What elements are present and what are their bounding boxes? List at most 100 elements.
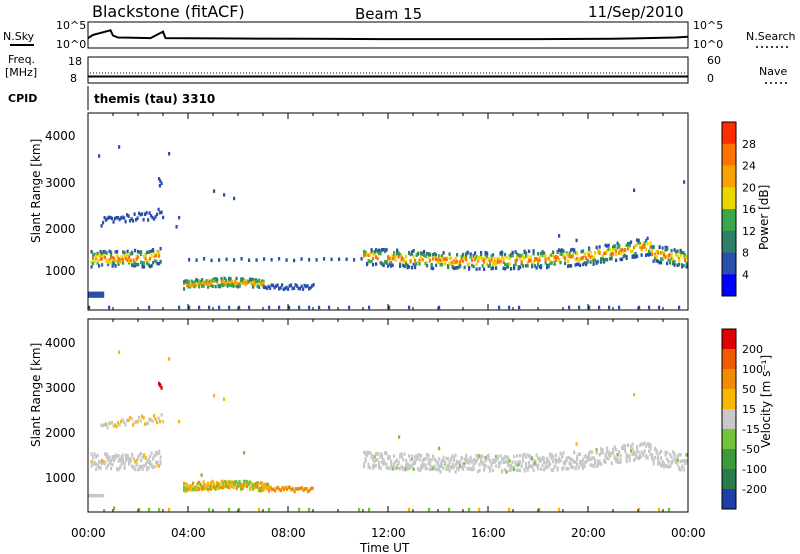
range-cell [387,466,390,470]
range-cell [246,479,249,484]
range-cell [152,465,155,470]
range-cell [612,252,615,256]
x-tick-label: 16:00 [471,526,506,540]
range-cell [549,259,552,263]
range-cell [638,507,641,512]
range-cell [88,294,91,298]
range-cell [108,260,111,264]
range-cell [667,253,670,258]
range-cell [412,262,415,267]
range-cell [507,456,510,460]
range-cell [102,220,105,225]
range-cell [235,480,238,484]
range-cell [105,466,108,470]
range-cell [108,215,111,220]
range-cell [118,350,121,354]
range-cell [619,460,622,464]
range-cell [213,277,216,282]
range-cell [638,305,641,310]
range-cell [483,267,486,271]
range-cell [442,466,445,470]
colorbar-tick-label: -15 [742,423,760,436]
range-cell [630,240,633,244]
range-cell [155,460,158,465]
range-cell [247,481,250,486]
range-cell [358,507,361,512]
range-cell [642,244,645,248]
range-cell [591,463,594,468]
range-cell [201,486,204,491]
range-cell [402,467,405,471]
range-cell [433,457,436,462]
range-cell [183,287,186,291]
range-cell [441,254,444,258]
range-cell [228,282,231,287]
range-cell [112,424,115,428]
range-cell [132,258,135,262]
range-cell [111,255,114,260]
colorbar-tick-label: 100 [742,363,763,376]
range-cell [435,467,438,471]
range-cell [142,218,145,222]
range-cell [178,419,181,424]
range-cell [119,258,122,262]
range-cell [217,486,220,491]
range-cell [505,455,508,459]
range-cell [152,456,155,461]
range-cell [508,262,511,266]
range-cell [195,258,198,262]
range-cell [375,248,378,252]
range-cell [517,460,520,464]
range-cell [238,507,241,512]
range-cell [228,482,231,487]
range-cell [597,259,600,264]
colorbar-swatch [722,469,736,490]
range-cell [540,458,543,463]
range-cell [150,451,153,456]
range-cell [368,305,371,310]
range-cell [516,254,519,259]
range-cell [384,260,387,264]
range-cell [438,468,441,472]
range-cell [679,253,682,258]
range-cell [162,215,165,220]
range-cell [275,284,278,288]
range-cell [237,282,240,286]
range-cell [504,460,507,464]
range-cell [111,457,114,461]
range-cell [240,257,243,261]
range-cell [284,485,287,490]
range-cell [613,445,616,449]
range-cell [241,277,244,281]
range-cell [591,450,594,454]
range-cell [158,464,161,468]
range-cell [472,467,475,471]
range-cell [453,456,456,460]
velocity-colorbar-label: Velocity [m s⁻¹] [759,355,773,448]
range-cell [628,458,631,463]
range-cell [421,258,424,262]
range-cell [528,461,531,465]
range-cell [149,460,152,464]
range-cell [645,253,648,257]
range-cell [373,459,376,464]
range-cell [682,263,685,268]
range-cell [432,266,435,271]
range-cell [229,280,232,285]
range-cell [158,177,161,181]
range-cell [615,459,618,463]
range-cell [498,461,501,465]
range-cell [305,284,308,289]
range-cell [616,245,619,250]
range-cell [579,460,582,464]
range-cell [577,452,580,456]
range-cell [231,283,234,287]
range-cell [660,463,663,468]
range-cell [363,450,366,455]
range-cell [207,487,210,492]
range-cell [208,282,211,287]
range-cell [550,468,553,472]
range-cell [277,485,280,490]
range-cell [92,261,95,266]
range-cell [143,453,146,458]
